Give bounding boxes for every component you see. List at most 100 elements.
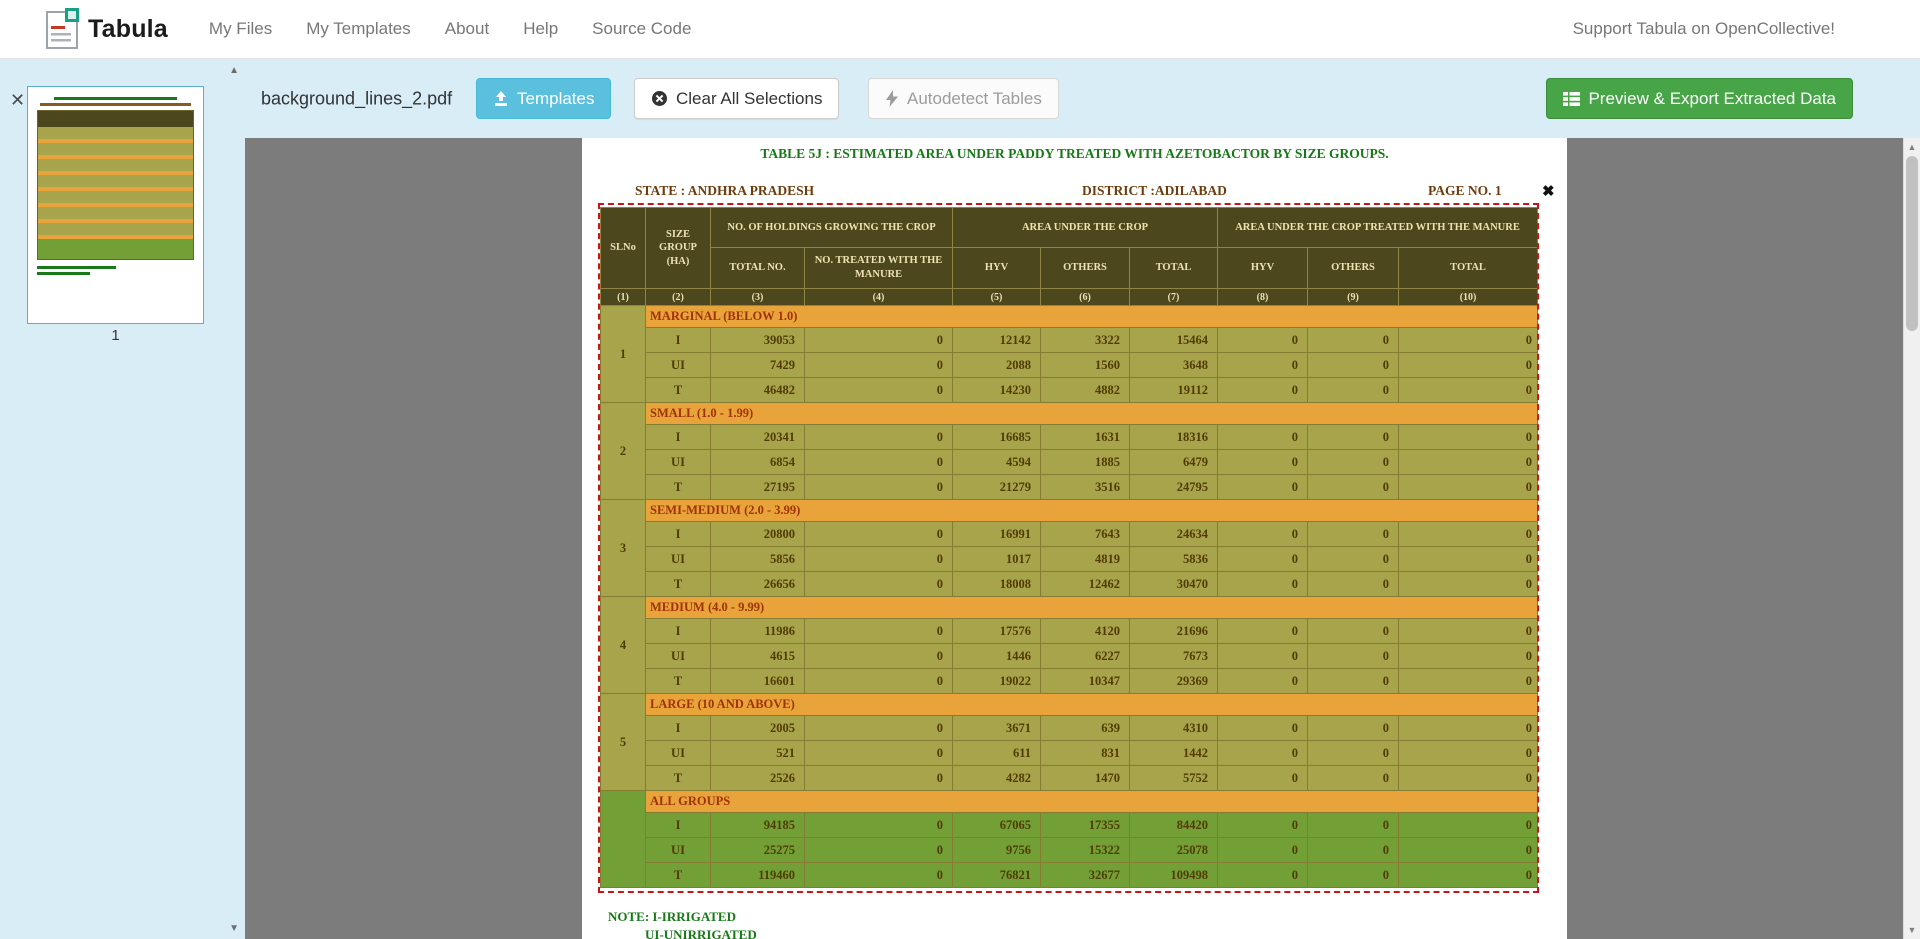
value-cell: 6854 — [710, 449, 805, 475]
value-cell: 0 — [1307, 377, 1400, 403]
clear-selections-button[interactable]: Clear All Selections — [634, 78, 840, 119]
col-number: (1) — [600, 288, 646, 306]
value-cell: 0 — [1307, 546, 1400, 572]
value-cell: 0 — [1398, 812, 1539, 838]
value-cell: 4594 — [952, 449, 1041, 475]
table-row: I 39053 0 12142 3322 15464 0 0 0 — [601, 327, 1539, 353]
templates-button[interactable]: Templates — [476, 78, 612, 119]
value-cell: 0 — [804, 424, 953, 450]
value-cell: 94185 — [710, 812, 805, 838]
value-cell: 20800 — [710, 521, 805, 547]
thumbnail-page-number: 1 — [111, 327, 120, 344]
vertical-scrollbar[interactable]: ▲ ▼ — [1903, 138, 1920, 939]
autodetect-tables-button[interactable]: Autodetect Tables — [868, 78, 1059, 119]
scroll-down-icon[interactable]: ▼ — [1907, 925, 1917, 935]
value-cell: 6227 — [1040, 643, 1130, 669]
table-row: T 119460 0 76821 32677 109498 0 0 0 — [601, 862, 1539, 888]
district-label: DISTRICT :ADILABAD — [1082, 183, 1227, 198]
value-cell: 14230 — [952, 377, 1041, 403]
note-irrigated: NOTE: I-IRRIGATED — [608, 909, 736, 924]
export-button[interactable]: Preview & Export Extracted Data — [1546, 78, 1853, 119]
value-cell: 0 — [1398, 424, 1539, 450]
value-cell: 19022 — [952, 668, 1041, 694]
value-cell: 5752 — [1128, 765, 1219, 791]
value-cell: 0 — [1398, 862, 1539, 888]
table-row: I 20800 0 16991 7643 24634 0 0 0 — [601, 521, 1539, 547]
table-row: T 16601 0 19022 10347 29369 0 0 0 — [601, 668, 1539, 694]
table-section-row: 5 LARGE (10 AND ABOVE) — [600, 693, 1539, 791]
nav-my-files[interactable]: My Files — [208, 19, 273, 38]
table-row: T 26656 0 18008 12462 30470 0 0 0 — [601, 571, 1539, 597]
brand-title: Tabula — [88, 14, 168, 43]
value-cell: 32677 — [1040, 862, 1130, 888]
value-cell: 0 — [1217, 715, 1309, 741]
value-cell: 1017 — [952, 546, 1041, 572]
value-cell: 12142 — [952, 327, 1041, 353]
table-row: T 2526 0 4282 1470 5752 0 0 0 — [601, 765, 1539, 791]
value-cell: 1560 — [1040, 352, 1130, 378]
value-cell: 0 — [1307, 812, 1400, 838]
value-cell: 0 — [804, 715, 953, 741]
value-cell: 18008 — [952, 571, 1041, 597]
pdf-page: TABLE 5J : ESTIMATED AREA UNDER PADDY TR… — [582, 138, 1567, 939]
nav-my-templates[interactable]: My Templates — [306, 19, 411, 38]
value-cell: 1446 — [952, 643, 1041, 669]
col-number: (7) — [1128, 288, 1219, 306]
value-cell: 19112 — [1128, 377, 1219, 403]
remove-page-icon[interactable]: ✕ — [10, 90, 26, 110]
value-cell: 1442 — [1128, 740, 1219, 766]
value-cell: 0 — [1398, 352, 1539, 378]
value-cell: 0 — [1217, 377, 1309, 403]
page-thumbnail[interactable] — [27, 86, 204, 324]
note-unirrigated: UI-UNIRRIGATED — [645, 927, 757, 939]
value-cell: 0 — [1398, 740, 1539, 766]
value-cell: 0 — [1398, 327, 1539, 353]
table-row: I 11986 0 17576 4120 21696 0 0 0 — [601, 618, 1539, 644]
toolbar: background_lines_2.pdf Templates Clear A… — [245, 59, 1920, 138]
nav-source-code[interactable]: Source Code — [592, 19, 692, 38]
value-cell: 7643 — [1040, 521, 1130, 547]
col-number: (3) — [710, 288, 805, 306]
state-label: STATE : ANDHRA PRADESH — [635, 183, 815, 198]
export-label: Preview & Export Extracted Data — [1588, 88, 1836, 108]
group-label: SMALL (1.0 - 1.99) — [644, 402, 1539, 425]
value-cell: 0 — [1398, 765, 1539, 791]
sidebar-scroll-down-icon[interactable]: ▼ — [229, 923, 239, 934]
mini-note-line — [37, 272, 90, 275]
value-cell: 0 — [1307, 521, 1400, 547]
clear-selections-label: Clear All Selections — [676, 88, 823, 108]
value-cell: 29369 — [1128, 668, 1219, 694]
upload-icon — [495, 90, 507, 106]
value-cell: 12462 — [1040, 571, 1130, 597]
value-cell: 16601 — [710, 668, 805, 694]
value-cell: 521 — [710, 740, 805, 766]
table-row: I 20341 0 16685 1631 18316 0 0 0 — [601, 424, 1539, 450]
value-cell: 0 — [804, 812, 953, 838]
value-cell: 0 — [1217, 862, 1309, 888]
value-cell: 4310 — [1128, 715, 1219, 741]
size-type-cell: T — [645, 474, 711, 500]
col-header-treated: AREA UNDER THE CROP TREATED WITH THE MAN… — [1217, 207, 1539, 248]
value-cell: 0 — [1217, 521, 1309, 547]
value-cell: 84420 — [1128, 812, 1219, 838]
size-type-cell: T — [645, 862, 711, 888]
slno-cell: 2 — [600, 402, 646, 500]
nav-about[interactable]: About — [444, 19, 490, 38]
brand[interactable]: Tabula — [45, 8, 168, 50]
value-cell: 0 — [1307, 837, 1400, 863]
value-cell: 7673 — [1128, 643, 1219, 669]
selection-close-icon[interactable]: ✖ — [1542, 183, 1555, 200]
scrollbar-thumb[interactable] — [1906, 156, 1918, 331]
col-header-area: AREA UNDER THE CROP — [951, 207, 1219, 248]
value-cell: 0 — [1307, 862, 1400, 888]
value-cell: 3322 — [1040, 327, 1130, 353]
group-label: SEMI-MEDIUM (2.0 - 3.99) — [644, 499, 1539, 522]
value-cell: 0 — [1398, 474, 1539, 500]
value-cell: 18316 — [1128, 424, 1219, 450]
support-link[interactable]: Support Tabula on OpenCollective! — [1572, 19, 1835, 38]
table-selection[interactable] — [598, 203, 1539, 893]
nav-help[interactable]: Help — [523, 19, 559, 38]
mini-table — [37, 110, 194, 260]
scroll-up-icon[interactable]: ▲ — [1907, 142, 1917, 152]
sidebar-scroll-up-icon[interactable]: ▲ — [229, 65, 239, 76]
